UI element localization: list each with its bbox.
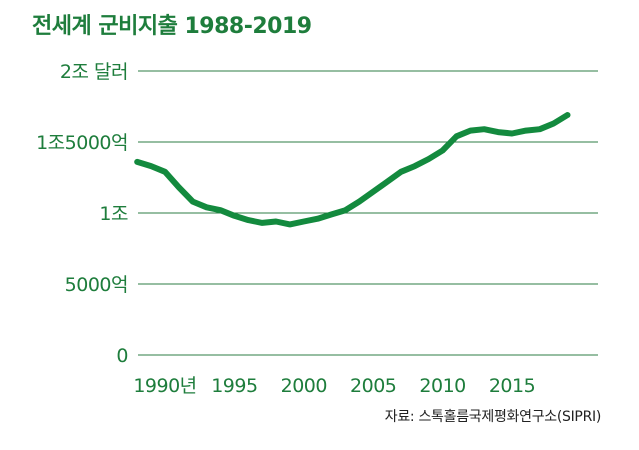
y-tick-label: 1조 (99, 203, 128, 225)
grid-lines (138, 70, 598, 356)
y-tick-label: 0 (116, 345, 128, 367)
x-tick-label: 2015 (489, 375, 535, 397)
y-tick-label: 5000억 (65, 274, 128, 296)
x-axis-ticks: 1990년 1995 2000 2005 2010 2015 (133, 375, 535, 397)
source-note: 자료: 스톡홀름국제평화연구소(SIPRI) (384, 409, 602, 425)
y-tick-label: 2조 달러 (60, 61, 128, 83)
x-tick-label: 2000 (281, 375, 327, 397)
x-tick-label: 1990년 (133, 375, 196, 397)
y-axis-ticks: 0 5000억 1조 1조5000억 2조 달러 (36, 61, 128, 367)
series-group (134, 112, 571, 228)
series-line (134, 112, 571, 228)
x-tick-label: 1995 (211, 375, 257, 397)
x-tick-label: 2010 (419, 375, 465, 397)
chart-title: 전세계 군비지출 1988-2019 (32, 14, 312, 39)
y-tick-label: 1조5000억 (36, 132, 128, 154)
x-tick-label: 2005 (350, 375, 396, 397)
